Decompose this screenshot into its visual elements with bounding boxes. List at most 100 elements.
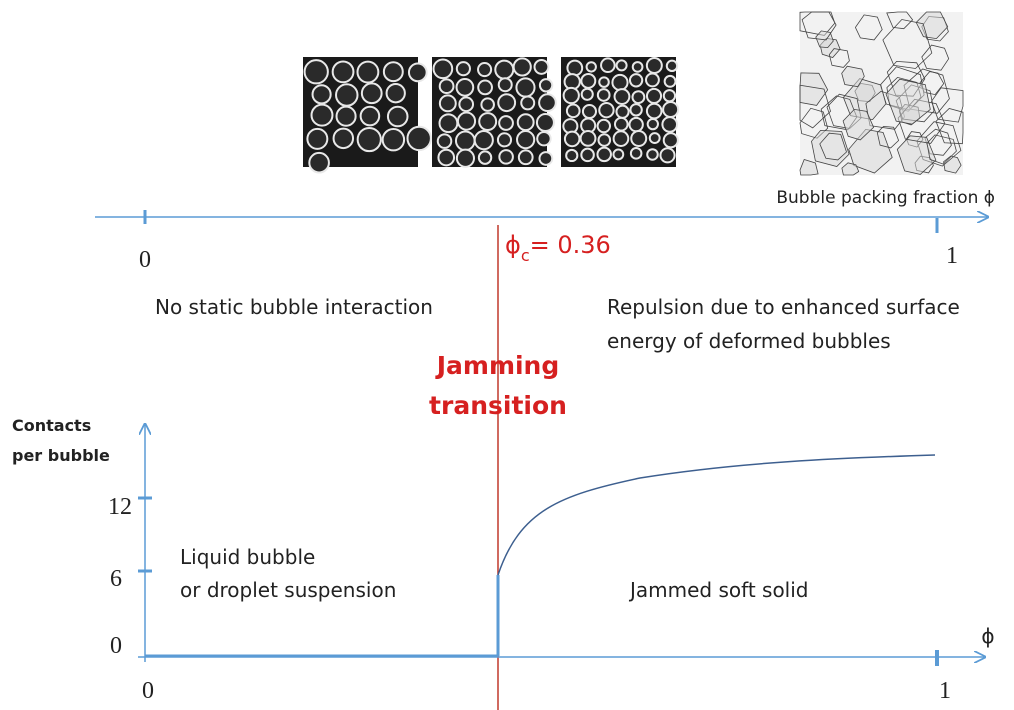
bubble <box>664 133 678 147</box>
bubble <box>305 60 328 83</box>
bubble <box>539 94 556 111</box>
bubble <box>614 131 629 146</box>
diagram: Bubble packing fraction ϕ 0 1 ϕc= 0.36 N… <box>0 0 1014 710</box>
bubble <box>499 116 513 130</box>
bubble <box>499 78 512 91</box>
tick-label: 0 <box>110 633 122 659</box>
bubble <box>514 58 531 75</box>
bubble <box>647 104 662 119</box>
bubble <box>597 148 610 161</box>
micrograph <box>303 57 431 173</box>
bubble <box>629 118 642 131</box>
y-axis-title: per bubble <box>12 446 110 465</box>
bubble <box>457 62 470 75</box>
bubble <box>388 107 408 127</box>
bubble <box>361 107 380 126</box>
tick-label: 6 <box>110 566 122 592</box>
transition-label: transition <box>429 391 567 420</box>
region-label: Liquid bubble <box>180 545 315 569</box>
bubble <box>587 62 596 71</box>
bubble <box>581 131 596 146</box>
bubble <box>475 131 493 149</box>
bubble <box>601 58 615 72</box>
bubble <box>567 61 582 76</box>
bubble <box>456 131 475 150</box>
x-axis-title: ϕ <box>981 624 994 648</box>
bubble <box>479 113 496 130</box>
bubble <box>581 149 594 162</box>
bubble <box>333 61 354 82</box>
bubble <box>312 105 333 126</box>
bubble <box>540 79 552 91</box>
bubble <box>407 127 430 150</box>
bubble <box>518 114 534 130</box>
bubble <box>647 58 662 73</box>
bubble <box>566 150 577 161</box>
bubble <box>362 83 382 103</box>
bubble <box>440 79 454 93</box>
bubble <box>667 61 677 71</box>
bubble <box>663 102 678 117</box>
bubble <box>457 150 474 167</box>
tick-label: 1 <box>946 243 958 269</box>
bubble <box>457 79 474 96</box>
bubble <box>662 117 677 132</box>
bubble <box>440 114 458 132</box>
bubble <box>479 151 491 163</box>
transition-label: Jamming <box>435 351 560 380</box>
bubble <box>633 62 643 72</box>
tick-label: 0 <box>139 247 151 273</box>
bubble <box>409 64 427 82</box>
region-label: energy of deformed bubbles <box>607 329 891 353</box>
bubble <box>498 94 515 111</box>
bubble <box>565 132 580 147</box>
bubble <box>615 89 630 104</box>
critical-label: ϕc= 0.36 <box>505 231 611 265</box>
bubble <box>581 74 595 88</box>
region-label: or droplet suspension <box>180 578 396 602</box>
bubble <box>631 131 646 146</box>
bubble <box>309 153 329 173</box>
bubble <box>648 119 658 129</box>
bubble <box>334 129 353 148</box>
micrographs <box>303 12 963 175</box>
bubble <box>537 114 554 131</box>
bubble <box>599 77 609 87</box>
bubble <box>615 118 628 131</box>
bubble <box>599 103 613 117</box>
tick-label: 0 <box>142 678 154 704</box>
bubble <box>357 62 378 83</box>
bubble <box>516 78 534 96</box>
bubble <box>458 113 475 130</box>
tick-label: 1 <box>939 678 951 704</box>
foam-image <box>800 12 963 175</box>
bubble <box>646 73 659 86</box>
y-axis-title: Contacts <box>12 416 91 435</box>
bubble <box>613 150 623 160</box>
bubble <box>478 81 492 95</box>
bubble <box>598 134 610 146</box>
axis-title: Bubble packing fraction ϕ <box>776 188 995 208</box>
bubble <box>495 61 513 79</box>
bubble <box>598 120 610 132</box>
bubble <box>499 150 513 164</box>
bubble <box>664 90 675 101</box>
tick-label: 12 <box>108 494 132 520</box>
bubble <box>434 59 453 78</box>
bubble <box>336 84 357 105</box>
bubble <box>660 148 674 162</box>
bubble <box>537 132 550 145</box>
bubble <box>630 104 641 115</box>
bubble <box>535 60 549 74</box>
region-label: Repulsion due to enhanced surface <box>607 295 960 319</box>
bubble <box>582 89 593 100</box>
micrograph <box>432 57 556 167</box>
bubble <box>567 105 580 118</box>
bubble <box>307 129 327 149</box>
bubble <box>517 131 534 148</box>
bubble <box>459 97 473 111</box>
bubble <box>583 105 596 118</box>
bubble <box>384 62 403 81</box>
bubble <box>358 128 381 151</box>
bubble <box>481 98 494 111</box>
